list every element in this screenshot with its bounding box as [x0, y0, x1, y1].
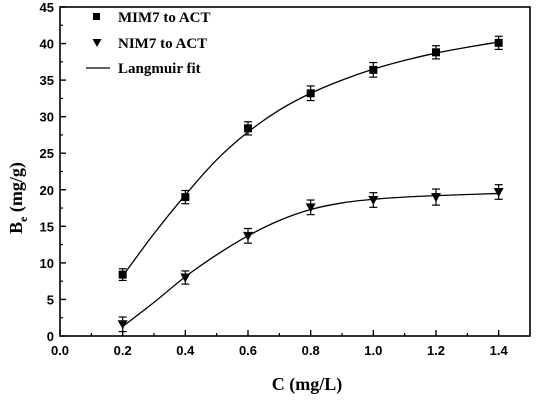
legend-label-nim7: NIM7 to ACT — [118, 36, 207, 52]
x-tick-label: 0.8 — [302, 343, 320, 358]
x-tick-label: 1.2 — [427, 343, 445, 358]
axes: 0.0 0.2 0.4 0.6 0.8 1.0 1.2 1.4 0 5 10 15 20 25 30 35 40… — [40, 0, 531, 358]
data-point-nim7 — [305, 203, 316, 213]
data-point-mim7 — [181, 193, 190, 202]
legend-label-fit: Langmuir fit — [118, 61, 201, 77]
x-tick-label: 0.2 — [114, 343, 132, 358]
x-tick-label: 0.6 — [239, 343, 257, 358]
plot-frame — [59, 6, 531, 337]
data-point-mim7 — [369, 65, 378, 74]
data-points — [117, 35, 504, 333]
x-tick-label: 1.4 — [490, 343, 509, 358]
data-point-nim7 — [368, 196, 379, 206]
fit-lines — [122, 41, 499, 328]
data-point-nim7 — [117, 320, 128, 330]
y-axis-label-main: B — [6, 222, 26, 234]
y-tick-label: 20 — [40, 183, 54, 198]
y-axis-label-sub: e — [16, 216, 30, 222]
x-axis-label: C (mg/L) — [272, 374, 343, 395]
data-point-nim7 — [180, 273, 191, 283]
x-tick-label: 0.4 — [176, 343, 195, 358]
svg-text:Be (mg/g): Be (mg/g) — [6, 162, 30, 234]
y-tick-label: 30 — [40, 110, 54, 125]
y-tick-label: 0 — [47, 329, 54, 344]
y-tick-label: 5 — [47, 292, 54, 307]
y-tick-label: 10 — [40, 256, 54, 271]
fit-line-mim7 — [122, 41, 499, 277]
x-tick-label: 0.0 — [51, 343, 69, 358]
y-axis-label-unit: (mg/g) — [6, 162, 27, 216]
data-point-nim7 — [493, 187, 504, 197]
legend-label-mim7: MIM7 to ACT — [118, 10, 211, 26]
x-tick-label: 1.0 — [364, 343, 382, 358]
data-point-mim7 — [118, 270, 127, 279]
y-tick-label: 45 — [40, 0, 54, 15]
y-tick-label: 40 — [40, 37, 54, 52]
y-tick-label: 25 — [40, 146, 54, 161]
data-point-mim7 — [244, 124, 252, 133]
data-point-mim7 — [432, 48, 440, 57]
y-tick-label: 35 — [40, 73, 54, 88]
legend: MIM7 to ACT NIM7 to ACT Langmuir fit — [86, 10, 211, 77]
y-axis-label: Be (mg/g) — [6, 162, 30, 234]
data-point-mim7 — [306, 89, 315, 98]
legend-marker-mim7 — [93, 13, 100, 20]
y-tick-label: 15 — [40, 219, 54, 234]
legend-marker-nim7 — [92, 39, 102, 47]
data-point-nim7 — [431, 193, 441, 203]
data-point-mim7 — [494, 38, 503, 47]
data-point-nim7 — [243, 231, 253, 241]
